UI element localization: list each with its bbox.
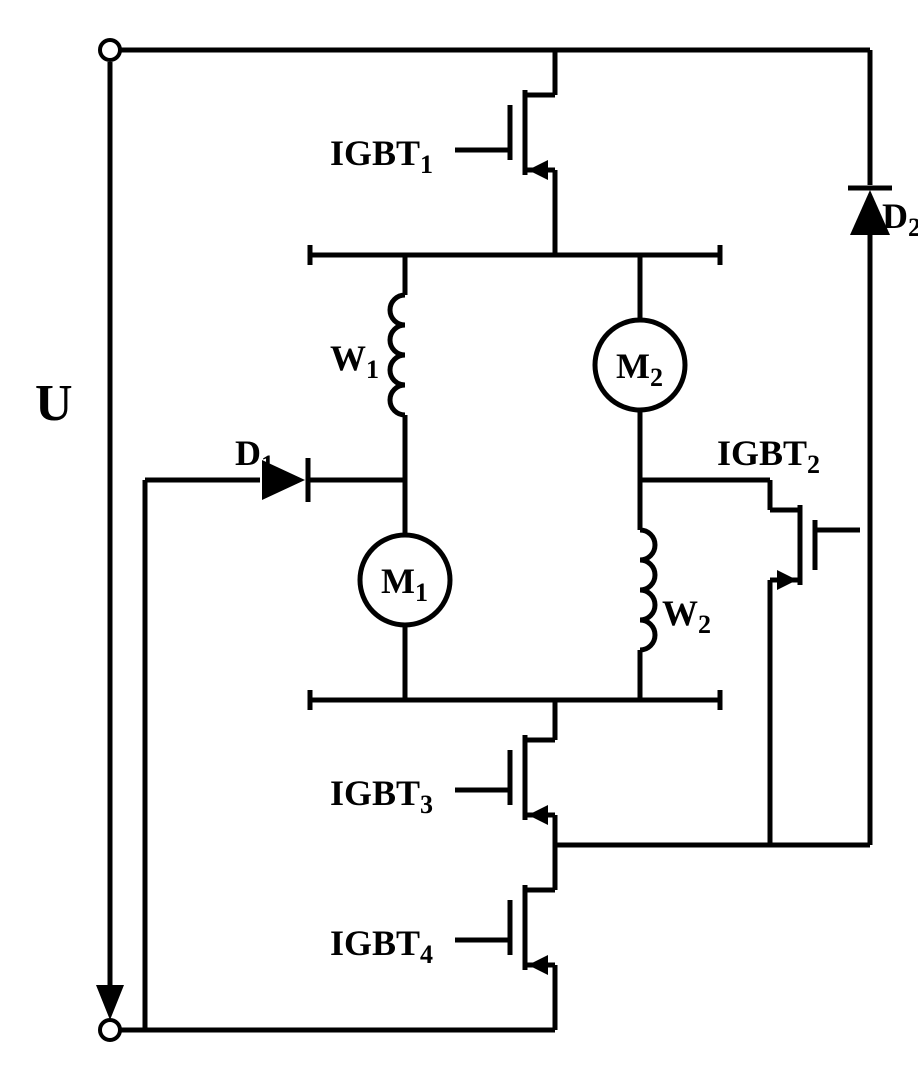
igbt4 [455, 885, 555, 1030]
circuit-diagram: U D2 IGBT1 W1 D1 [0, 0, 918, 1076]
inductor-w2 [640, 530, 655, 650]
terminal-top [100, 40, 120, 60]
u-arrow-head [96, 985, 124, 1020]
label-igbt3: IGBT3 [330, 773, 433, 819]
label-igbt1: IGBT1 [330, 133, 433, 179]
diode-d1 [262, 458, 405, 502]
label-u: U [35, 375, 73, 432]
igbt1 [455, 50, 555, 255]
label-w2: W2 [662, 593, 711, 639]
inductor-w1 [390, 295, 405, 415]
label-d2: D2 [882, 196, 918, 242]
diode-d2 [848, 188, 892, 845]
label-igbt4: IGBT4 [330, 923, 433, 969]
igbt3 [455, 735, 555, 890]
label-d1: D1 [235, 433, 274, 479]
label-igbt2: IGBT2 [717, 433, 820, 479]
igbt2 [555, 480, 870, 845]
terminal-bottom [100, 1020, 120, 1040]
label-w1: W1 [330, 338, 379, 384]
